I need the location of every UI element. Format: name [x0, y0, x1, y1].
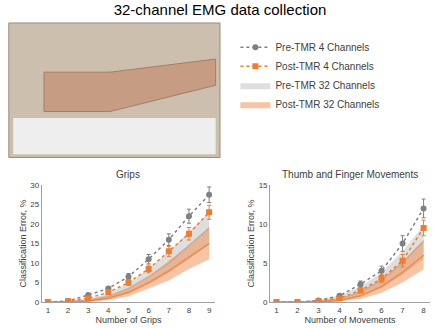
- svg-text:4: 4: [337, 306, 342, 315]
- svg-text:0: 0: [35, 298, 40, 307]
- svg-text:Classification Error, %: Classification Error, %: [18, 200, 28, 288]
- svg-text:9: 9: [207, 306, 212, 315]
- svg-text:5: 5: [35, 278, 40, 287]
- svg-text:1: 1: [274, 306, 279, 315]
- svg-text:7: 7: [167, 306, 172, 315]
- svg-text:Post-TMR 4 Channels: Post-TMR 4 Channels: [275, 61, 373, 72]
- svg-text:2: 2: [295, 306, 300, 315]
- svg-text:Number of Movements: Number of Movements: [304, 315, 396, 325]
- svg-text:20: 20: [30, 220, 39, 229]
- svg-text:5: 5: [358, 306, 363, 315]
- svg-text:1: 1: [46, 306, 51, 315]
- svg-text:4: 4: [106, 306, 111, 315]
- svg-text:10: 10: [259, 220, 268, 229]
- svg-text:25: 25: [30, 200, 39, 209]
- svg-text:8: 8: [187, 306, 192, 315]
- svg-text:Pre-TMR 32 Channels: Pre-TMR 32 Channels: [275, 80, 374, 91]
- svg-text:3: 3: [316, 306, 321, 315]
- svg-text:6: 6: [146, 306, 151, 315]
- svg-text:3: 3: [86, 306, 91, 315]
- svg-text:Thumb and Finger Movements: Thumb and Finger Movements: [282, 169, 418, 180]
- svg-text:2: 2: [66, 306, 71, 315]
- svg-text:10: 10: [30, 259, 39, 268]
- svg-text:Post-TMR 32 Channels: Post-TMR 32 Channels: [275, 99, 379, 110]
- svg-text:5: 5: [126, 306, 131, 315]
- svg-text:Grips: Grips: [116, 169, 140, 180]
- svg-text:15: 15: [259, 181, 268, 190]
- svg-text:15: 15: [30, 239, 39, 248]
- svg-text:30: 30: [30, 181, 39, 190]
- svg-text:0: 0: [263, 298, 268, 307]
- svg-text:Pre-TMR 4 Channels: Pre-TMR 4 Channels: [275, 42, 369, 53]
- svg-text:8: 8: [421, 306, 426, 315]
- svg-text:32-channel EMG data collection: 32-channel EMG data collection: [114, 1, 327, 18]
- svg-text:7: 7: [400, 306, 405, 315]
- svg-text:Classification Error, %: Classification Error, %: [246, 200, 256, 288]
- svg-text:6: 6: [379, 306, 384, 315]
- svg-text:Number of Grips: Number of Grips: [95, 315, 162, 325]
- svg-text:5: 5: [263, 259, 268, 268]
